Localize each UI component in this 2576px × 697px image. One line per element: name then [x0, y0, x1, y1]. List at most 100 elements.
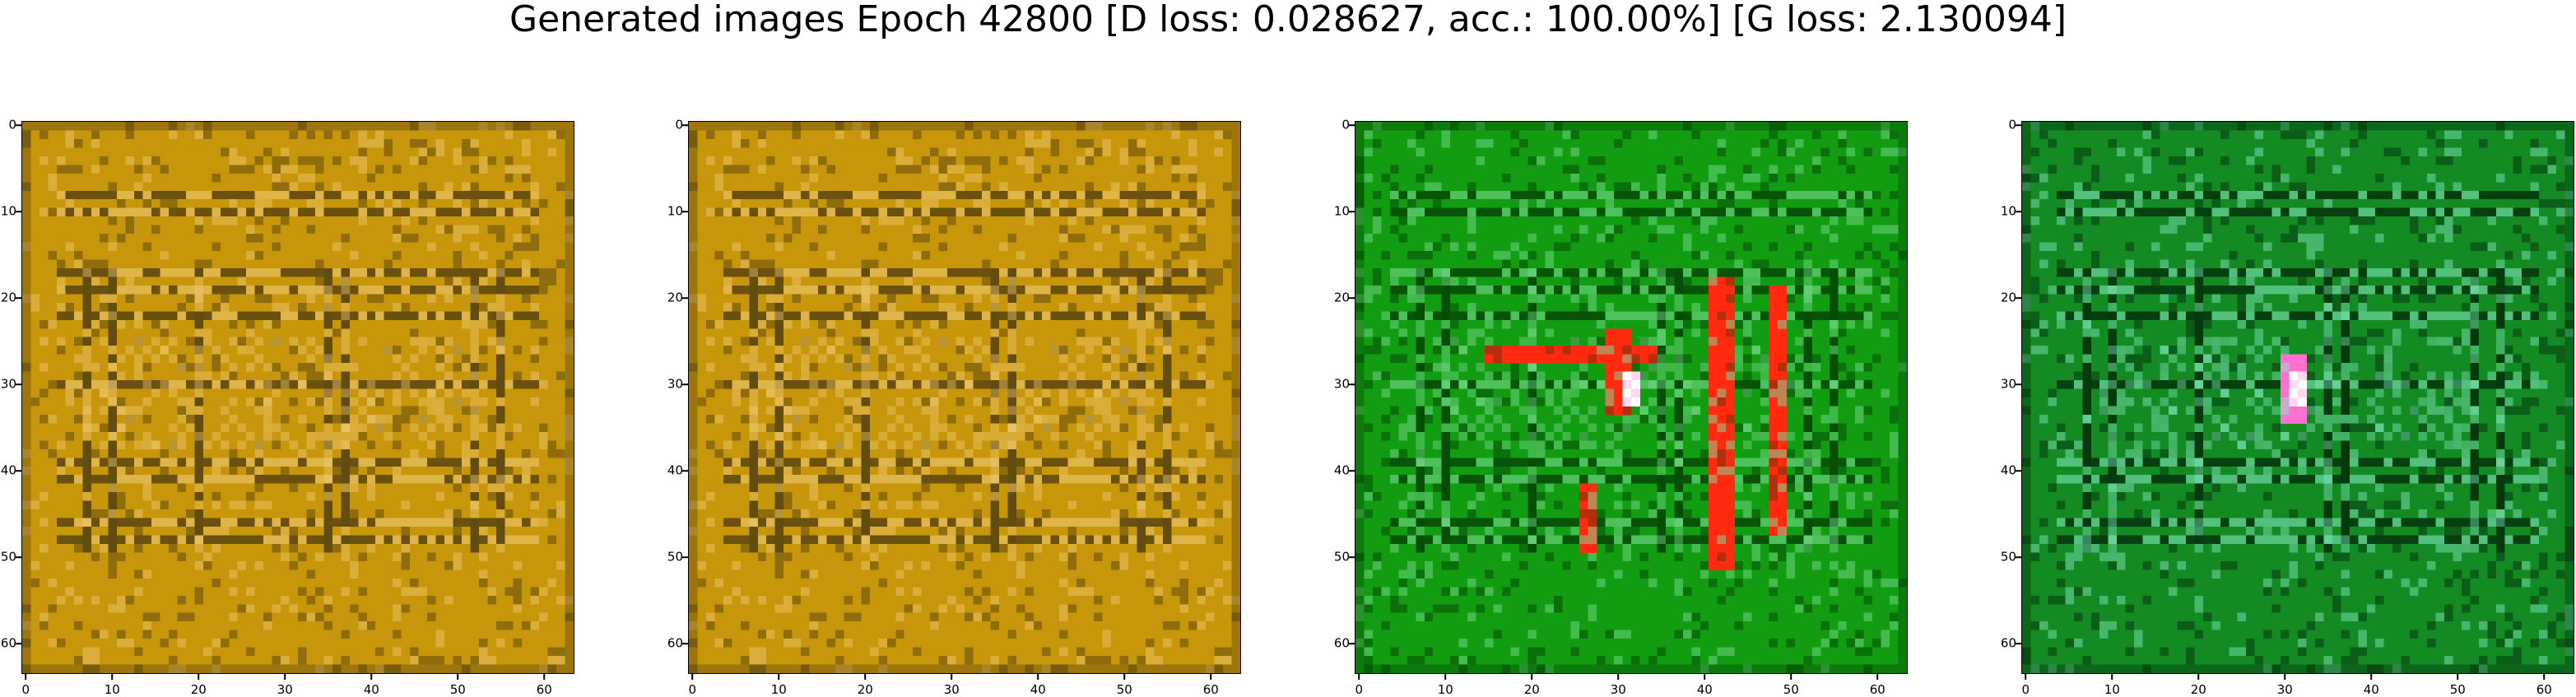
- y-tick-label: 50: [667, 549, 683, 565]
- y-tick-mark: [2016, 124, 2021, 127]
- y-tick-mark: [682, 124, 688, 127]
- generated-image-4-pixels: [2022, 122, 2574, 673]
- y-tick-mark: [16, 383, 21, 386]
- image-panel-1: 0 10 20 30 40 50 60 0 10 20 30 40 50 60: [1, 118, 574, 696]
- x-tick-label: 50: [1116, 682, 1132, 697]
- x-tick-label: 0: [2021, 682, 2030, 697]
- y-tick-label: 10: [0, 203, 16, 219]
- x-tick-mark: [1876, 674, 1879, 680]
- y-tick-mark: [2016, 383, 2021, 386]
- y-tick-mark: [2016, 470, 2021, 472]
- y-tick-label: 50: [0, 549, 16, 565]
- y-tick-mark: [16, 297, 21, 300]
- x-tick-mark: [2197, 674, 2200, 680]
- x-tick-mark: [864, 674, 867, 680]
- x-tick-label: 20: [2190, 682, 2206, 697]
- x-tick-label: 20: [190, 682, 207, 697]
- x-tick-mark: [778, 674, 780, 680]
- x-tick-label: 40: [363, 682, 379, 697]
- x-tick-mark: [2457, 674, 2459, 680]
- y-tick-label: 20: [1333, 290, 1350, 305]
- x-tick-mark: [1123, 674, 1126, 680]
- x-tick-label: 10: [770, 682, 787, 697]
- y-tick-mark: [16, 124, 21, 127]
- y-tick-label: 40: [667, 462, 683, 478]
- y-tick-label: 20: [0, 290, 16, 305]
- x-tick-label: 50: [1783, 682, 1799, 697]
- y-tick-label: 0: [1341, 117, 1350, 132]
- x-tick-mark: [543, 674, 546, 680]
- y-tick-mark: [1349, 297, 1355, 300]
- x-tick-mark: [2025, 674, 2027, 680]
- x-tick-mark: [284, 674, 286, 680]
- y-tick-mark: [1349, 643, 1355, 645]
- x-tick-mark: [1358, 674, 1360, 680]
- y-tick-label: 40: [1333, 462, 1350, 478]
- y-tick-mark: [1349, 470, 1355, 472]
- x-tick-mark: [1037, 674, 1039, 680]
- x-tick-mark: [457, 674, 459, 680]
- generated-image-4: [2021, 121, 2574, 674]
- x-tick-label: 0: [688, 682, 697, 697]
- x-tick-label: 0: [1355, 682, 1364, 697]
- y-tick-mark: [16, 556, 21, 559]
- y-tick-mark: [682, 556, 688, 559]
- y-tick-mark: [1349, 556, 1355, 559]
- y-tick-label: 50: [2000, 549, 2016, 565]
- x-tick-mark: [2284, 674, 2286, 680]
- x-tick-label: 10: [1437, 682, 1453, 697]
- x-tick-mark: [1444, 674, 1447, 680]
- x-tick-label: 10: [2104, 682, 2120, 697]
- image-panel-4: 0 10 20 30 40 50 60 0 10 20 30 40 50 60: [2001, 118, 2574, 696]
- y-tick-label: 10: [2000, 203, 2016, 219]
- y-tick-mark: [16, 643, 21, 645]
- x-tick-label: 60: [1869, 682, 1886, 697]
- y-tick-label: 60: [2000, 635, 2016, 651]
- y-tick-mark: [2016, 297, 2021, 300]
- x-tick-mark: [1531, 674, 1533, 680]
- x-tick-label: 30: [277, 682, 293, 697]
- y-tick-label: 50: [1333, 549, 1350, 565]
- x-tick-mark: [691, 674, 694, 680]
- image-panel-2: 0 10 20 30 40 50 60 0 10 20 30 40 50 60: [667, 118, 1241, 696]
- y-tick-label: 40: [0, 462, 16, 478]
- y-tick-label: 60: [0, 635, 16, 651]
- y-tick-mark: [2016, 643, 2021, 645]
- x-tick-label: 10: [104, 682, 120, 697]
- x-tick-label: 0: [21, 682, 30, 697]
- y-tick-mark: [16, 470, 21, 472]
- x-tick-mark: [198, 674, 200, 680]
- x-tick-label: 50: [449, 682, 466, 697]
- y-tick-label: 0: [2008, 117, 2016, 132]
- x-tick-label: 60: [1202, 682, 1219, 697]
- y-tick-mark: [1349, 383, 1355, 386]
- generated-image-2: [688, 121, 1241, 674]
- y-tick-mark: [1349, 211, 1355, 213]
- x-tick-label: 30: [2276, 682, 2293, 697]
- y-tick-label: 0: [8, 117, 16, 132]
- x-tick-label: 20: [857, 682, 873, 697]
- x-tick-mark: [951, 674, 953, 680]
- x-tick-mark: [1617, 674, 1620, 680]
- y-tick-mark: [682, 211, 688, 213]
- y-tick-label: 20: [2000, 290, 2016, 305]
- y-tick-label: 20: [667, 290, 683, 305]
- x-tick-label: 30: [1610, 682, 1626, 697]
- generated-image-2-pixels: [689, 122, 1240, 673]
- y-tick-label: 30: [0, 376, 16, 392]
- y-tick-label: 0: [675, 117, 683, 132]
- x-tick-mark: [2543, 674, 2546, 680]
- x-tick-mark: [2111, 674, 2113, 680]
- x-tick-label: 20: [1523, 682, 1540, 697]
- y-tick-mark: [1349, 124, 1355, 127]
- x-tick-label: 50: [2449, 682, 2466, 697]
- x-tick-mark: [1790, 674, 1793, 680]
- x-tick-mark: [1704, 674, 1706, 680]
- x-tick-label: 40: [1030, 682, 1046, 697]
- y-tick-label: 30: [1333, 376, 1350, 392]
- generated-image-3-pixels: [1355, 122, 1907, 673]
- y-tick-mark: [2016, 556, 2021, 559]
- x-tick-mark: [2370, 674, 2373, 680]
- y-tick-label: 10: [1333, 203, 1350, 219]
- y-tick-mark: [682, 297, 688, 300]
